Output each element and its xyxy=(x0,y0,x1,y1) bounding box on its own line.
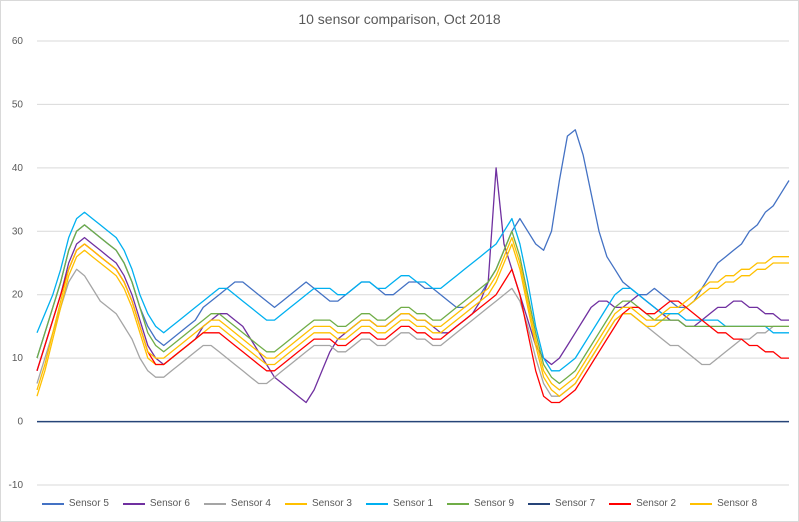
y-tick-label: 10 xyxy=(12,353,24,364)
legend-item-sensor-8: Sensor 8 xyxy=(690,498,757,509)
y-tick-label: -10 xyxy=(9,480,24,491)
legend-label: Sensor 9 xyxy=(474,498,515,509)
legend-swatch xyxy=(690,502,713,505)
legend-item-sensor-7: Sensor 7 xyxy=(528,498,595,509)
legend-item-sensor-9: Sensor 9 xyxy=(447,498,514,509)
series-line-sensor-8 xyxy=(36,236,789,391)
legend-swatch xyxy=(122,502,145,505)
chart-title: 10 sensor comparison, Oct 2018 xyxy=(298,11,501,27)
legend-swatch xyxy=(41,502,64,505)
legend-label: Sensor 6 xyxy=(149,498,190,509)
chart-legend: Sensor 5 Sensor 6 Sensor 4 Sensor 3 Sensor 1… xyxy=(1,498,798,509)
legend-item-sensor-3: Sensor 3 xyxy=(284,498,352,509)
legend-swatch xyxy=(203,502,226,505)
legend-swatch xyxy=(528,502,551,505)
legend-swatch xyxy=(284,502,307,505)
series-line-sensor-5 xyxy=(36,129,790,359)
legend-label: Sensor 1 xyxy=(392,498,434,509)
legend-item-sensor-1: Sensor 1 xyxy=(365,498,434,509)
y-tick-label: 60 xyxy=(12,36,24,47)
series-line-sensor-2 xyxy=(36,243,789,404)
legend-label: Sensor 4 xyxy=(230,498,271,509)
series-line-sensor-6 xyxy=(36,167,789,404)
legend-item-sensor-5: Sensor 5 xyxy=(41,498,109,509)
y-tick-label: 40 xyxy=(12,163,24,174)
y-tick-label: 0 xyxy=(17,417,23,428)
legend-item-sensor-2: Sensor 2 xyxy=(609,498,676,509)
legend-swatch xyxy=(447,502,470,505)
series-line-sensor-9 xyxy=(36,224,789,385)
legend-item-sensor-4: Sensor 4 xyxy=(203,498,271,509)
series-line-sensor-1 xyxy=(36,211,789,372)
legend-swatch xyxy=(609,502,632,505)
y-tick-label: 50 xyxy=(12,99,24,110)
legend-label: Sensor 3 xyxy=(311,498,352,509)
legend-swatch xyxy=(365,502,388,505)
legend-label: Sensor 5 xyxy=(68,498,109,509)
legend-label: Sensor 2 xyxy=(636,498,677,509)
chart-plot-area: -10 0 10 20 30 40 50 60 xyxy=(9,36,790,491)
legend-item-sensor-6: Sensor 6 xyxy=(122,498,190,509)
legend-label: Sensor 7 xyxy=(555,498,596,509)
y-tick-label: 20 xyxy=(12,290,24,301)
series-line-sensor-4 xyxy=(36,268,789,397)
legend-label: Sensor 8 xyxy=(717,498,758,509)
y-tick-label: 30 xyxy=(12,226,24,237)
